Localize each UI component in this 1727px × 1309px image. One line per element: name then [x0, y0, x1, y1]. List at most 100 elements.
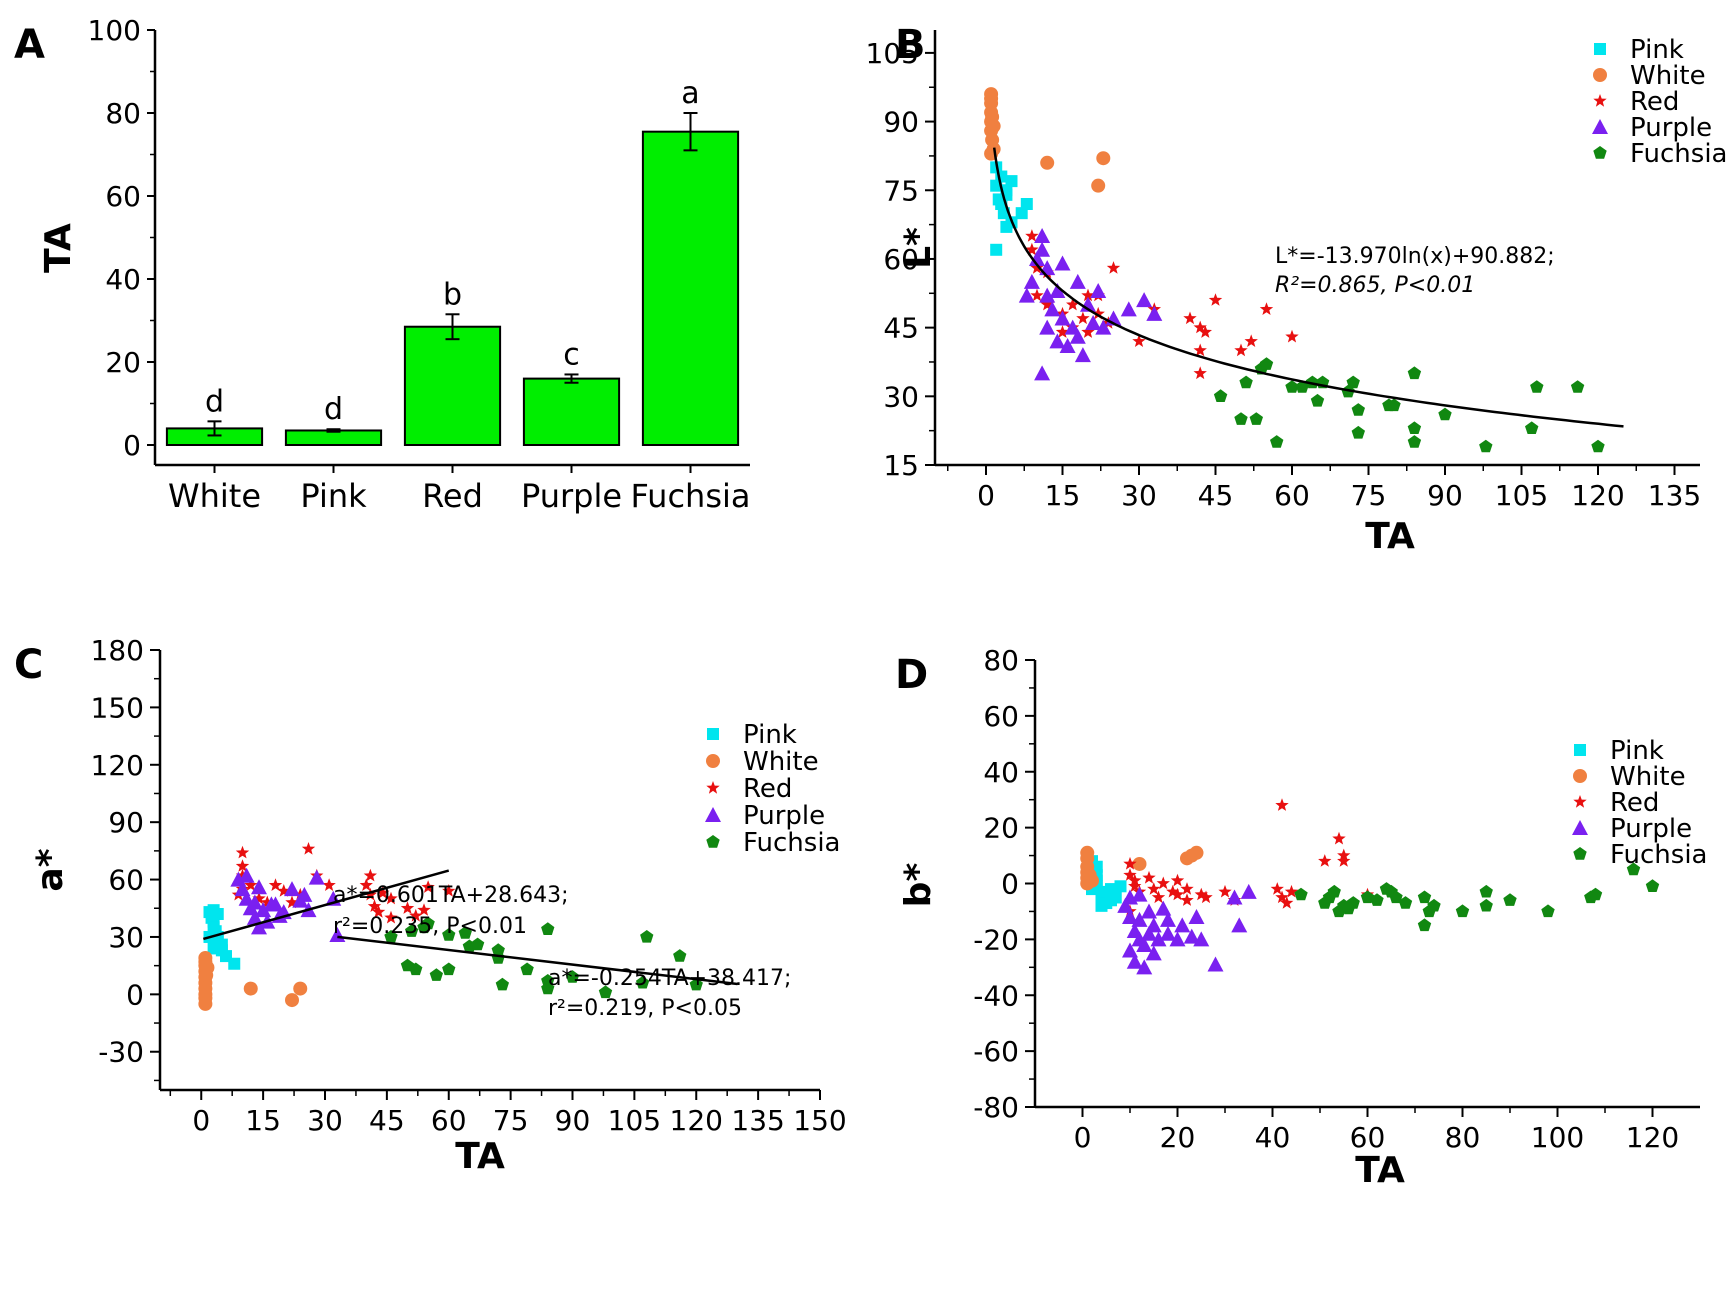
series-pink	[203, 904, 241, 970]
x-tick-label: 100	[1531, 1121, 1584, 1154]
data-point	[211, 908, 224, 920]
data-point	[1231, 917, 1248, 933]
data-point	[1081, 325, 1095, 338]
panel-b: B L* TA 0 15 30 45 60 75 90 105 120 135 15 30 45 60 75 90 1…	[866, 22, 1727, 557]
data-point	[1417, 918, 1432, 932]
series-red	[1025, 229, 1299, 380]
data-point	[1132, 334, 1146, 347]
data-point	[1327, 884, 1341, 898]
data-point	[384, 930, 398, 943]
data-point	[1145, 945, 1162, 961]
legend-marker	[707, 728, 719, 740]
data-point	[235, 868, 250, 882]
x-tick-label: 45	[1198, 479, 1234, 512]
data-point	[1091, 306, 1105, 320]
data-point	[1218, 884, 1232, 898]
x-tick-label: 0	[192, 1104, 210, 1137]
x-tick-label: 120	[670, 1104, 723, 1137]
legend-label-pink: Pink	[1610, 736, 1664, 766]
x-tick-label: 105	[608, 1104, 661, 1137]
data-point	[1170, 887, 1185, 901]
data-point	[1049, 283, 1066, 298]
significance-letter: a	[681, 76, 699, 111]
data-point	[1479, 898, 1493, 912]
x-tick-label: 60	[1350, 1121, 1386, 1154]
data-point	[1054, 310, 1071, 326]
panel-a: A TA 0 20 40 60 80 100 d White d Pink b Red c Purple a Fu…	[14, 14, 750, 515]
legend-label-purple: Purple	[1630, 113, 1712, 143]
data-point	[1030, 288, 1044, 302]
data-point	[1025, 242, 1039, 256]
y-tick-label: 60	[108, 864, 144, 897]
data-point	[1270, 882, 1284, 895]
y-tick-label: 15	[883, 449, 919, 482]
data-point	[1054, 255, 1071, 271]
data-point	[1018, 287, 1035, 303]
data-point	[1166, 884, 1180, 898]
data-point	[1122, 909, 1138, 925]
data-point	[1059, 337, 1076, 353]
data-point	[228, 957, 241, 970]
data-point	[1525, 421, 1539, 434]
data-point	[1180, 882, 1194, 895]
panel-label-d: D	[895, 652, 928, 698]
x-tick-label: White	[168, 477, 261, 515]
data-point	[491, 943, 505, 956]
panel-label-c: C	[14, 642, 43, 688]
data-point	[1626, 862, 1641, 876]
legend-marker	[1592, 119, 1608, 134]
data-point	[1275, 890, 1289, 904]
x-axis-title: TA	[1355, 1150, 1405, 1191]
data-point	[565, 970, 580, 983]
significance-letter: d	[324, 392, 343, 427]
x-tick-label: 60	[1274, 479, 1310, 512]
data-point	[1069, 328, 1086, 344]
data-point	[1170, 873, 1185, 887]
panel-d: Db* TA 0 20 40 60 80 100 120 -80 -60 -40 -20 0 20 40 60 8…	[895, 644, 1708, 1191]
y-tick-label: 30	[883, 380, 919, 413]
y-tick-label: 75	[883, 174, 919, 207]
data-point	[384, 910, 398, 924]
y-tick-label: 20	[105, 346, 141, 379]
data-point	[198, 996, 213, 1011]
data-point	[1503, 893, 1517, 906]
data-point	[296, 886, 313, 902]
data-point	[1479, 439, 1493, 453]
data-point	[285, 895, 299, 909]
series-white	[198, 951, 308, 1011]
data-point	[471, 937, 485, 951]
legend-marker	[706, 781, 720, 794]
data-point	[1126, 953, 1143, 969]
legend-marker	[1594, 43, 1606, 55]
legend-label-white: White	[1630, 61, 1706, 91]
y-tick-label: 120	[91, 749, 144, 782]
x-tick-label: 90	[555, 1104, 591, 1137]
data-point	[1407, 366, 1422, 380]
legend-label-purple: Purple	[743, 801, 825, 831]
data-point	[1318, 854, 1332, 867]
data-point	[1095, 899, 1108, 912]
data-point	[495, 977, 509, 991]
y-tick-label: -30	[98, 1036, 144, 1069]
data-point	[1193, 931, 1210, 947]
legend-marker	[706, 835, 720, 848]
data-point	[1174, 917, 1191, 933]
data-point	[1114, 880, 1127, 893]
panel-c: Ca*TA0 15 30 45 60 75 90 105 120 135 150-300306090…	[14, 634, 847, 1177]
series-fuchsia	[384, 916, 703, 999]
data-point	[1244, 334, 1258, 347]
x-tick-label: 15	[1045, 479, 1081, 512]
data-point	[235, 845, 250, 859]
data-point	[1588, 887, 1603, 901]
data-point	[405, 924, 419, 937]
data-point	[1389, 890, 1403, 904]
data-point	[1180, 851, 1194, 866]
data-point	[1141, 903, 1157, 919]
data-point	[1337, 854, 1351, 867]
data-point	[1198, 325, 1212, 338]
x-tick-label: 30	[1121, 479, 1157, 512]
y-tick-label: 105	[866, 37, 919, 70]
data-point	[1122, 942, 1138, 958]
y-tick-label: 80	[983, 644, 1019, 677]
y-tick-label: 0	[123, 429, 141, 462]
